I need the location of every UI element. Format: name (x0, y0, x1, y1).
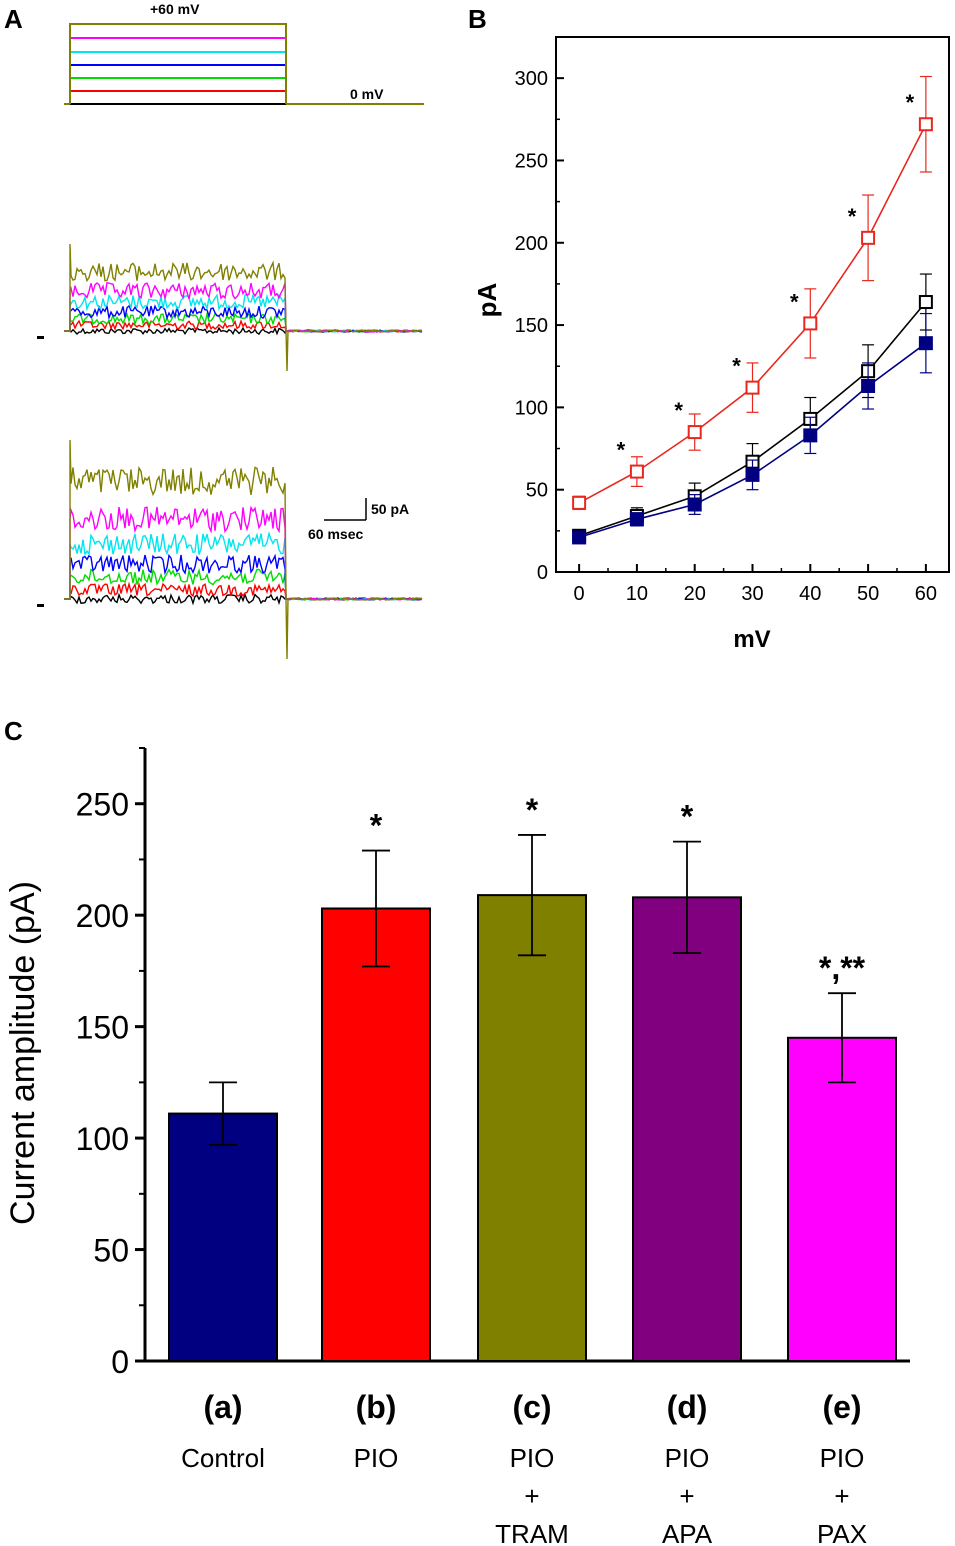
bar-c (477, 894, 587, 1362)
iv-xtick-label: 30 (741, 583, 763, 605)
iv-ytick-label: 250 (515, 150, 548, 172)
trace-marker (37, 336, 44, 339)
series-blue-filled-point (745, 467, 760, 482)
iv-xtick-label: 50 (857, 583, 879, 605)
iv-significance-star: * (906, 90, 915, 115)
scale-time-label: 60 msec (308, 526, 363, 542)
series-blue-filled-point (861, 378, 876, 393)
bar-category-desc: TRAM (495, 1519, 569, 1546)
voltage-bottom-label: 0 mV (350, 86, 384, 102)
trace-marker (37, 604, 44, 607)
iv-ytick-label: 200 (515, 233, 548, 255)
iv-ytick-label: 150 (515, 315, 548, 337)
bar-category-label: (b) (356, 1389, 397, 1425)
iv-xtick-label: 40 (799, 583, 821, 605)
iv-ytick-label: 100 (515, 397, 548, 419)
bar-category-desc: PIO (665, 1443, 710, 1473)
bar-ytick-label: 250 (76, 787, 129, 823)
series-black-open-line (578, 301, 927, 537)
series-blue-filled-point (918, 336, 933, 351)
iv-significance-star: * (732, 354, 741, 379)
bar-ytick-label: 200 (76, 898, 129, 934)
iv-significance-star: * (848, 204, 857, 229)
series-red-open-point (572, 495, 587, 510)
voltage-step-50mV (69, 37, 287, 104)
bar-significance: *,** (819, 950, 866, 986)
iv-plot: pA mV 0 50 100 150 200 250 300 0 10 20 30 40 50 60 * * *… (472, 36, 950, 653)
voltage-step-10mV (69, 90, 287, 104)
bar-category-desc: + (679, 1481, 694, 1511)
panel-letter-a: A (4, 4, 23, 34)
iv-xtick-label: 0 (574, 583, 585, 605)
current-trace-60mV (64, 439, 423, 660)
bar-category-label: (e) (822, 1389, 861, 1425)
iv-significance-star: * (674, 398, 683, 423)
iv-significance-star: * (790, 289, 799, 314)
iv-ytick-label: 0 (537, 562, 548, 584)
iv-significance-star: * (617, 438, 626, 463)
voltage-top-label: +60 mV (150, 1, 200, 17)
series-blue-filled-point (803, 428, 818, 443)
iv-ylabel: pA (472, 282, 502, 317)
bar-d (632, 896, 742, 1363)
series-red-open-point (918, 117, 933, 132)
current-trace-60mV (64, 243, 423, 372)
bar-category-desc: APA (662, 1519, 713, 1546)
bar-ylabel: Current amplitude (pA) (4, 881, 42, 1225)
iv-xlabel: mV (733, 626, 770, 653)
series-red-open-point (745, 380, 760, 395)
panel-letter-b: B (468, 4, 487, 34)
bar-category-desc: PAX (817, 1519, 867, 1546)
iv-xtick-label: 10 (626, 583, 648, 605)
series-blue-filled-point (572, 530, 587, 545)
current-trace-50mV (64, 281, 423, 333)
bar-e (787, 1036, 897, 1363)
bar-category-desc: Control (181, 1443, 265, 1473)
series-red-open-point (861, 230, 876, 245)
bar-chart: Current amplitude (pA) 0 50 100 150 200 250 (a… (4, 747, 910, 1546)
bar-significance: * (526, 792, 539, 828)
bar-ytick-label: 50 (93, 1233, 129, 1269)
voltage-protocol (64, 23, 424, 105)
bar-ytick-label: 100 (76, 1121, 129, 1157)
series-red-open-point (629, 464, 644, 479)
series-red-open-point (803, 316, 818, 331)
current-traces-pio (37, 439, 423, 660)
iv-xtick-label: 20 (684, 583, 706, 605)
bar-category-desc: + (834, 1481, 849, 1511)
bar-category-label: (a) (203, 1389, 242, 1425)
iv-plot-frame (555, 36, 950, 573)
scale-current-label: 50 pA (371, 501, 409, 517)
bar-a (168, 1112, 278, 1363)
series-blue-filled-point (687, 497, 702, 512)
panel-letter-c: C (4, 716, 23, 746)
scale-bar: 50 pA 60 msec (308, 498, 409, 542)
iv-xtick-label: 60 (915, 583, 937, 605)
voltage-step-60mV (69, 23, 287, 104)
iv-ytick-label: 50 (526, 480, 548, 502)
bar-significance: * (370, 808, 383, 844)
bar-significance: * (681, 799, 694, 835)
current-trace-50mV (64, 505, 423, 601)
bar-category-desc: PIO (510, 1443, 555, 1473)
current-traces-control (37, 243, 423, 372)
voltage-step-30mV (69, 64, 287, 104)
bar-category-desc: + (524, 1481, 539, 1511)
bar-category-label: (d) (667, 1389, 708, 1425)
bar-category-desc: PIO (354, 1443, 399, 1473)
series-red-open-point (687, 425, 702, 440)
bar-ytick-label: 150 (76, 1010, 129, 1046)
bar-ytick-label: 0 (111, 1344, 129, 1380)
bar-category-label: (c) (512, 1389, 551, 1425)
iv-ytick-label: 300 (515, 68, 548, 90)
series-blue-filled-point (629, 512, 644, 527)
bar-category-desc: PIO (820, 1443, 865, 1473)
bar-b (321, 907, 431, 1363)
panel-a-traces: +60 mV 0 mV 50 pA 60 msec (37, 1, 424, 660)
series-black-open-point (918, 295, 933, 310)
